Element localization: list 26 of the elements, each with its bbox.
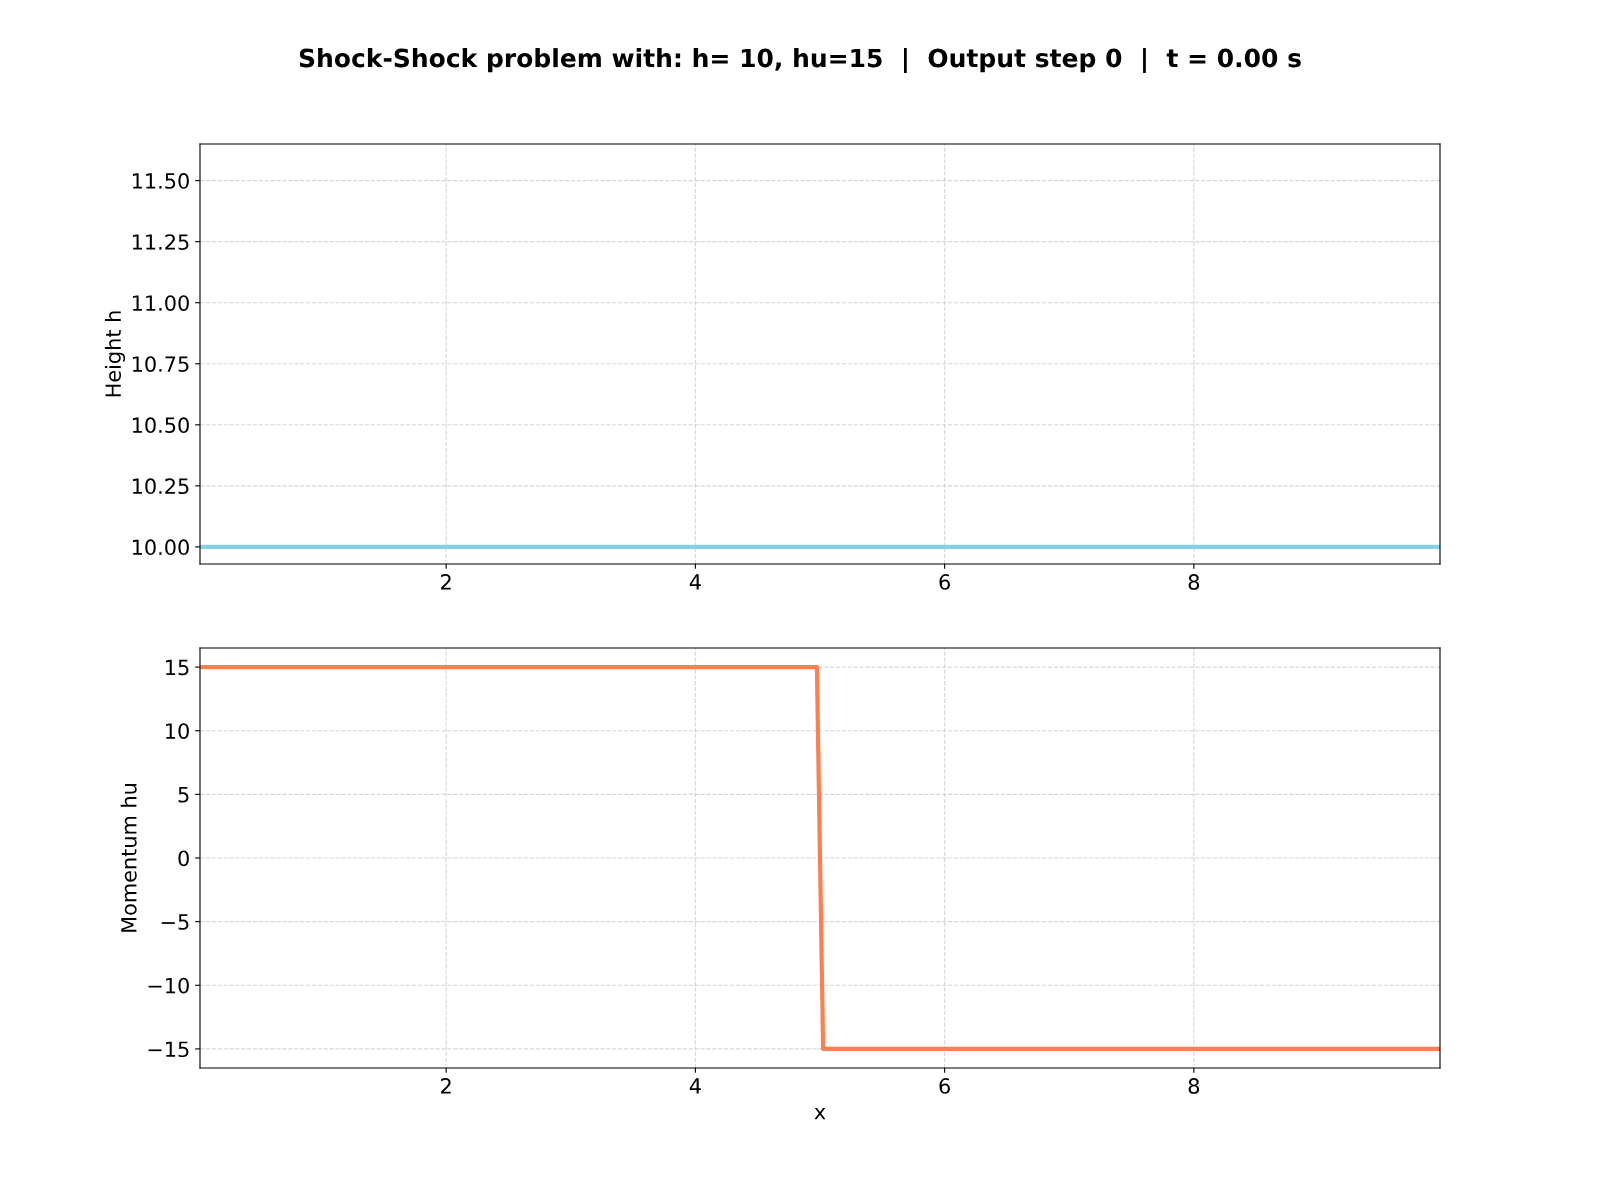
y-tick-label: 11.50 [132, 173, 189, 189]
y-tick-label: 5 [178, 787, 189, 803]
chart-title: Shock-Shock problem with: h= 10, hu=15 | Output step 0 | t = 0.00 s [299, 48, 1301, 73]
x-tick-label: 6 [939, 1078, 950, 1094]
x-tick-label: 2 [441, 1078, 451, 1094]
y-tick-label: 10.25 [132, 478, 189, 495]
x-tick-label: 4 [689, 574, 701, 590]
x-tick-label: 8 [1188, 574, 1200, 590]
y-axis-title: Momentum hu [120, 784, 137, 932]
y-tick-label: −15 [148, 1041, 189, 1058]
y-tick-label: −10 [148, 977, 189, 994]
y-axis-title: Height h [104, 311, 126, 397]
y-tick-label: 10.75 [132, 356, 189, 372]
y-tick-label: 10.00 [132, 539, 189, 556]
y-tick-label: 15 [166, 659, 189, 676]
x-tick-label: 6 [939, 574, 950, 590]
y-tick-label: 11.25 [132, 234, 189, 250]
x-tick-label: 2 [441, 574, 451, 590]
y-tick-label: −5 [161, 914, 189, 930]
x-tick-label: 8 [1188, 1078, 1200, 1094]
x-axis-title: x [814, 1107, 826, 1120]
y-tick-label: 11.00 [132, 295, 189, 311]
x-tick-label: 4 [689, 1078, 701, 1094]
y-tick-label: 0 [178, 850, 189, 867]
y-tick-label: 10 [166, 723, 189, 739]
y-tick-label: 10.50 [132, 417, 189, 434]
